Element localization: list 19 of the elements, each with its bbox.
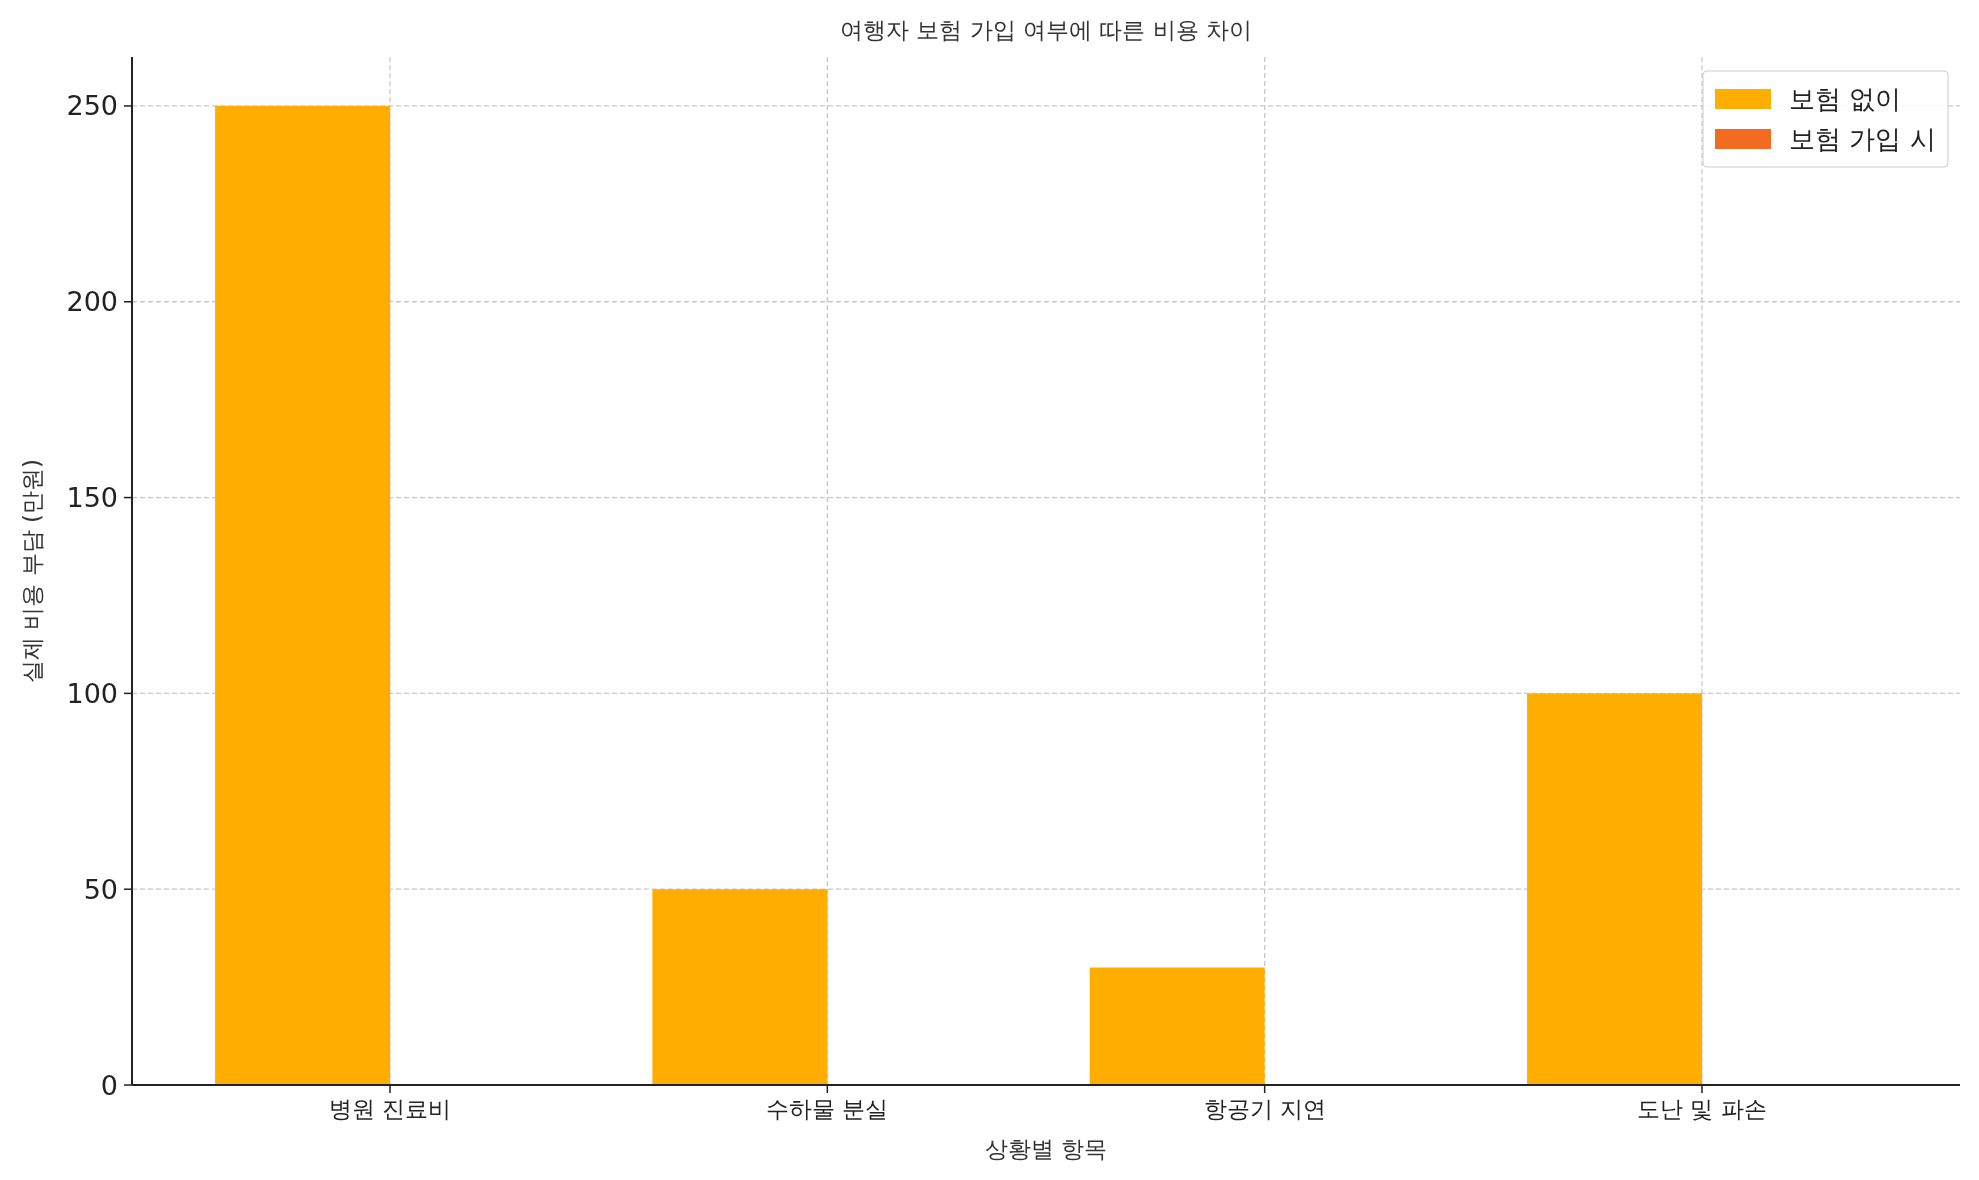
legend-label: 보험 가입 시	[1789, 124, 1936, 154]
y-axis-title: 실제 비용 부담 (만원)	[19, 459, 45, 683]
x-tick-label: 도난 및 파손	[1637, 1096, 1767, 1122]
x-tick-label: 병원 진료비	[328, 1096, 452, 1122]
x-tick-label: 항공기 지연	[1203, 1096, 1326, 1122]
bar	[652, 889, 828, 1085]
bar	[1527, 693, 1702, 1085]
bar	[215, 105, 391, 1085]
y-tick-label: 150	[66, 482, 118, 514]
chart-title: 여행자 보험 가입 여부에 따른 비용 차이	[840, 17, 1252, 43]
y-tick-label: 50	[83, 873, 118, 905]
y-tick-label: 100	[66, 677, 118, 709]
legend-label: 보험 없이	[1789, 84, 1902, 114]
bar	[1089, 967, 1265, 1085]
x-axis-title: 상황별 항목	[984, 1136, 1108, 1162]
x-tick-label: 수하물 분실	[766, 1096, 889, 1122]
y-tick-label: 200	[66, 286, 118, 318]
y-tick-label: 250	[66, 90, 118, 122]
y-tick-label: 0	[100, 1069, 118, 1101]
